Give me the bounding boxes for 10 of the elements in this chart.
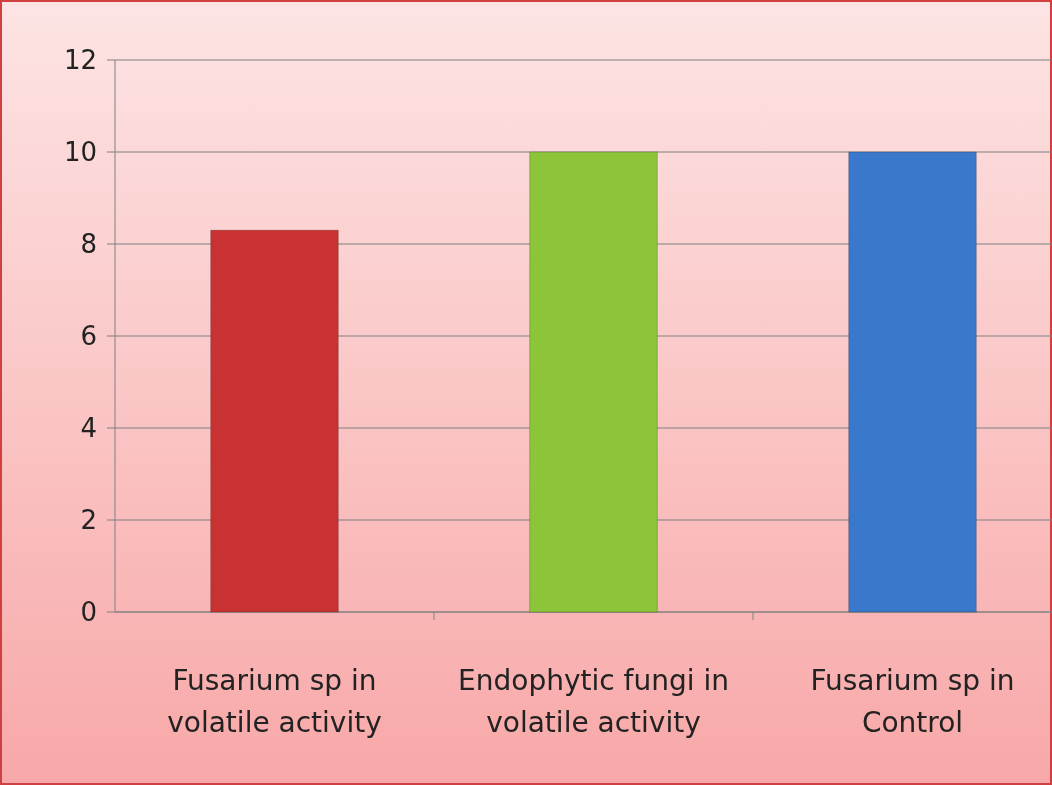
x-tick-label: Fusarium sp in Control: [810, 664, 1015, 739]
y-tick-label: 12: [63, 45, 97, 76]
y-tick-label: 4: [80, 413, 97, 444]
x-tick-label: Endophytic fungi in volatile activity: [458, 664, 729, 739]
x-tick-label: Fusarium sp in volatile activity: [167, 664, 382, 739]
y-tick-label: 8: [80, 229, 97, 260]
y-tick-label: 10: [63, 137, 97, 168]
y-tick-label: 6: [80, 321, 97, 352]
y-tick-label: 0: [80, 597, 97, 628]
y-tick-label: 2: [80, 505, 97, 536]
